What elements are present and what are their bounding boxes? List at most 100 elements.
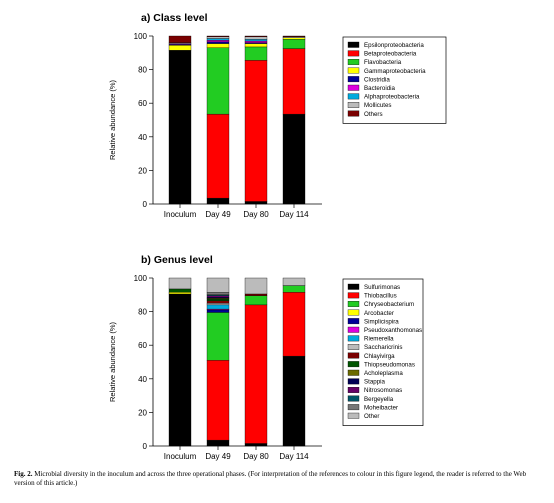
bar-segment-day-114-epsilonproteobacteria	[282, 113, 306, 205]
legend-label: Riemerella	[364, 336, 394, 343]
bar-segment-inoculum-epsilonproteobacteria	[168, 50, 192, 205]
legend-label: Moheibacter	[364, 404, 398, 411]
legend-label: Clostridia	[364, 76, 390, 83]
legend-label: Other	[364, 413, 379, 420]
y-tick-label: 100	[134, 274, 148, 283]
legend-label: Acholeplasma	[364, 370, 403, 377]
y-tick-label: 80	[138, 66, 147, 75]
bar-segment-day-49-thiobacillus	[206, 360, 230, 441]
bar-segment-day-114-betaproteobacteria	[282, 48, 306, 115]
legend-swatch-arcobacter	[347, 309, 360, 316]
y-tick-label: 20	[138, 408, 147, 417]
legend-swatch-gammaproteobacteria	[347, 67, 360, 74]
x-tick-label: Inoculum	[164, 210, 197, 219]
bar-segment-day-49-flavobacteria	[206, 47, 230, 115]
legend-label: Gammaproteobacteria	[364, 68, 426, 75]
y-tick-label: 100	[134, 32, 148, 41]
bar-segment-day-80-bacteroidia	[244, 40, 268, 43]
y-axis-label: Relative abundance (%)	[108, 321, 117, 402]
bar-segment-day-114-thiobacillus	[282, 292, 306, 357]
bar-segment-day-114-other	[282, 277, 306, 286]
bar-segment-day-80-others	[244, 35, 268, 38]
y-tick-label: 80	[138, 308, 147, 317]
genus-level-chart: b) Genus level Inoculum Day 49 Day 80 Day 11…	[108, 254, 424, 461]
y-tick-label: 0	[143, 442, 148, 451]
legend-label: Chryseobacterium	[364, 301, 414, 308]
bar-segment-day-80-chlayivirga	[244, 293, 268, 296]
legend-swatch-other	[347, 412, 360, 419]
bar-segment-day-49-riemerella	[206, 304, 230, 310]
legend-label: Simplicispira	[364, 318, 399, 325]
bar-segment-day-114-chryseobacterium	[282, 285, 306, 293]
legend-swatch-riemerella	[347, 335, 360, 342]
legend-label: Thiopseudomonas	[364, 361, 415, 368]
x-tick-label: Inoculum	[164, 452, 197, 461]
x-tick-label: Day 114	[279, 210, 309, 219]
bar-segment-day-80-mollicutes	[244, 36, 268, 40]
x-tick-label: Day 114	[279, 452, 309, 461]
class-level-chart: a) Class level Inoculum Day 49 Day 80 Day 11…	[108, 12, 447, 219]
y-tick-label: 60	[138, 99, 147, 108]
legend-label: Thiobacillus	[364, 293, 397, 300]
legend-label: Others	[364, 111, 383, 118]
legend-swatch-sulfurimonas	[347, 283, 360, 290]
legend-swatch-moheibacter	[347, 404, 360, 411]
y-tick-label: 60	[138, 341, 147, 350]
chart-title: b) Genus level	[141, 254, 213, 266]
chart-title: a) Class level	[141, 12, 208, 24]
bar-segment-day-80-flavobacteria	[244, 46, 268, 61]
bar-segment-day-49-chryseobacterium	[206, 312, 230, 361]
legend-label: Stappia	[364, 379, 386, 386]
x-tick-label: Day 80	[243, 452, 269, 461]
bar-segment-day-80-other	[244, 277, 268, 295]
legend-label: Bacteroidia	[364, 85, 396, 92]
legend-swatch-clostridia	[347, 76, 360, 83]
x-tick-label: Day 49	[205, 210, 231, 219]
bar-segment-day-80-chryseobacterium	[244, 295, 268, 306]
legend-swatch-stappia	[347, 378, 360, 385]
legend-swatch-chlayivirga	[347, 352, 360, 359]
caption-text: Microbial diversity in the inoculum and …	[14, 470, 527, 487]
figure-canvas: a) Class level Inoculum Day 49 Day 80 Day 11…	[108, 12, 447, 461]
bar-segment-day-49-moheibacter	[206, 292, 230, 295]
legend-swatch-mollicutes	[347, 102, 360, 108]
bar-segment-day-49-others	[206, 35, 230, 38]
bar-segment-day-80-betaproteobacteria	[244, 60, 268, 202]
bar-segment-day-80-alphaproteobacteria	[244, 39, 268, 42]
bar-segment-inoculum-others	[168, 35, 192, 43]
legend-label: Nitrosomonas	[364, 387, 402, 394]
legend-label: Betaproteobacteria	[364, 51, 417, 58]
bar-segment-day-49-mollicutes	[206, 36, 230, 39]
legend-swatch-thiobacillus	[347, 292, 360, 299]
legend-label: Arcobacter	[364, 310, 394, 317]
y-tick-label: 20	[138, 166, 147, 175]
bar-segment-inoculum-arcobacter	[168, 292, 192, 295]
bar-segment-day-49-sulfurimonas	[206, 439, 230, 447]
legend-swatch-thiopseudomonas	[347, 361, 360, 368]
legend-swatch-alphaproteobacteria	[347, 93, 360, 100]
legend-label: Flavobacteria	[364, 59, 402, 66]
bar-segment-day-80-thiobacillus	[244, 304, 268, 444]
legend-label: Epsilonproteobacteria	[364, 42, 424, 49]
bar-segment-day-49-nitrosomonas	[206, 295, 230, 298]
bar-segment-day-80-gammaproteobacteria	[244, 43, 268, 48]
y-tick-label: 40	[138, 133, 147, 142]
bar-segment-day-49-bacteroidia	[206, 40, 230, 43]
bar-segment-day-49-alphaproteobacteria	[206, 38, 230, 41]
legend-swatch-nitrosomonas	[347, 387, 360, 393]
legend-label: Pseudoxanthomonas	[364, 327, 422, 334]
legend-swatch-simplicispira	[347, 318, 360, 325]
legend-swatch-saccharicrinis	[347, 344, 360, 350]
bar-segment-day-49-epsilonproteobacteria	[206, 197, 230, 205]
y-axis-label: Relative abundance (%)	[108, 79, 117, 160]
legend-swatch-pseudoxanthomonas	[347, 326, 360, 333]
caption-label: Fig. 2.	[14, 470, 33, 478]
bar-segment-inoculum-other	[168, 277, 192, 290]
bar-segment-day-49-gammaproteobacteria	[206, 43, 230, 48]
y-tick-label: 0	[143, 200, 148, 209]
bar-segment-day-49-clostridia	[206, 41, 230, 44]
bar-segment-inoculum-gammaproteobacteria	[168, 45, 192, 51]
legend-swatch-bergeyella	[347, 395, 360, 402]
legend-swatch-betaproteobacteria	[347, 50, 360, 57]
bar-segment-day-114-others	[282, 35, 306, 38]
